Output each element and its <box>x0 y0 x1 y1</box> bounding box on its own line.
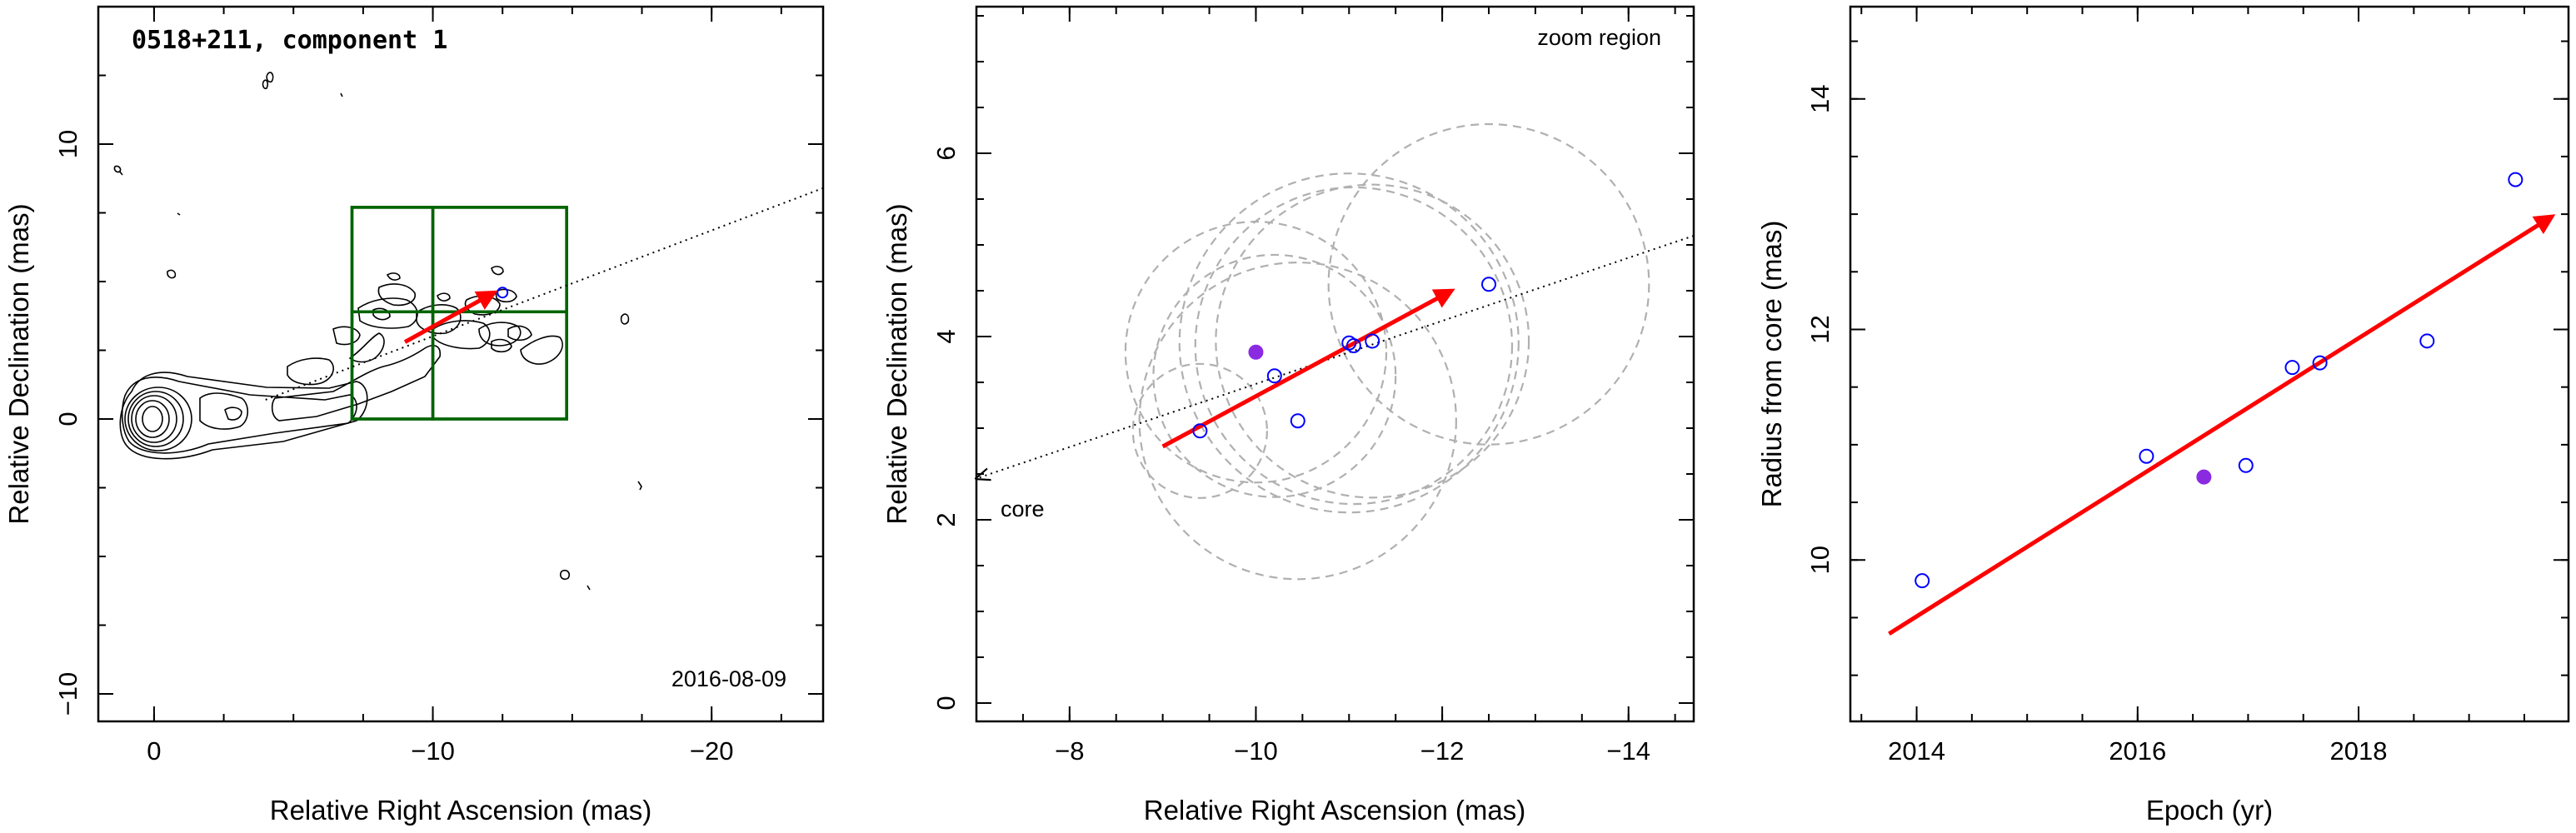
data-point <box>1290 413 1305 429</box>
axes: −8 −10 −12 −14 0 2 4 6 <box>931 7 1694 766</box>
motion-vector-arrow <box>403 290 498 344</box>
uncertainty-circle <box>1178 172 1520 514</box>
y-tick-label: 12 <box>1805 315 1835 343</box>
uncertainty-circle <box>1152 253 1397 498</box>
data-point <box>1915 573 1930 589</box>
x-tick-label: 0 <box>147 736 161 766</box>
panel-zoom-region: −8 −10 −12 −14 0 2 4 6 zoom region core Relativ… <box>881 5 1695 826</box>
x-tick-label: 2014 <box>1888 736 1945 766</box>
y-axis-title: Relative Declination (mas) <box>881 203 912 524</box>
y-tick-label: 10 <box>1805 546 1835 574</box>
plot-frame <box>97 5 825 723</box>
data-point <box>2238 457 2254 473</box>
component-points <box>1915 172 2524 589</box>
panel-radius-vs-epoch: 2014 2016 2018 10 12 14 Epoch (yr) Radius fro… <box>1756 5 2570 826</box>
zoom-box-cell <box>431 206 568 314</box>
panel-jet-map: 0 −10 −20 −10 0 10 0518+211, component 1 2016… <box>3 5 825 826</box>
x-tick-label: 2016 <box>2109 736 2166 766</box>
uncertainty-circle <box>1327 122 1650 446</box>
y-tick-label: −10 <box>53 672 82 716</box>
axes: 2014 2016 2018 10 12 14 <box>1805 7 2569 766</box>
y-tick-label: 6 <box>931 146 961 160</box>
y-tick-label: 10 <box>53 130 82 158</box>
plot-frame <box>975 5 1695 723</box>
data-point <box>2139 448 2154 464</box>
data-point <box>1345 338 1361 353</box>
y-tick-label: 0 <box>53 412 82 426</box>
y-tick-label: 14 <box>1805 84 1835 112</box>
x-tick-label: −10 <box>1234 736 1278 766</box>
uncertainty-circle <box>1138 262 1457 581</box>
data-point <box>2312 355 2328 371</box>
data-point <box>2284 360 2300 376</box>
uncertainty-circle <box>1215 183 1530 499</box>
zoom-box-cell <box>431 310 568 421</box>
jet-direction-line <box>265 187 824 401</box>
x-tick-label: −10 <box>411 736 455 766</box>
zoom-region-label: zoom region <box>1537 25 1661 50</box>
zoom-region-box <box>350 206 568 421</box>
component-points <box>1192 277 1496 439</box>
uncertainty-circles <box>1124 122 1650 581</box>
uncertainty-circle <box>1124 221 1388 484</box>
x-axis-title: Epoch (yr) <box>2146 795 2273 826</box>
x-tick-label: −8 <box>1055 736 1084 766</box>
jet-direction-line <box>976 235 1695 479</box>
y-tick-label: 2 <box>931 512 961 526</box>
data-point-filled <box>1248 344 1264 360</box>
y-axis-title: Relative Declination (mas) <box>3 203 34 524</box>
data-point <box>1365 333 1380 349</box>
data-point <box>1266 368 1282 384</box>
y-axis-title: Radius from core (mas) <box>1756 221 1787 508</box>
core-label: core <box>1001 496 1045 521</box>
x-axis-title: Relative Right Ascension (mas) <box>1144 795 1526 826</box>
uncertainty-circle <box>1131 362 1268 499</box>
zoom-box-cell <box>350 206 435 314</box>
x-tick-label: −20 <box>690 736 734 766</box>
fit-line-arrow <box>1888 214 2556 636</box>
axes: 0 −10 −20 −10 0 10 <box>53 6 823 766</box>
chart-title: 0518+211, component 1 <box>132 26 447 55</box>
data-point <box>1481 277 1496 292</box>
uncertainty-circle <box>1194 186 1514 506</box>
plot-frame <box>1849 5 2570 723</box>
y-tick-label: 0 <box>931 696 961 710</box>
data-point <box>1192 423 1208 439</box>
data-point-filled <box>2196 469 2212 485</box>
jet-contours <box>113 72 642 591</box>
motion-vector-arrow <box>1161 288 1455 449</box>
x-tick-label: −14 <box>1606 736 1650 766</box>
data-point <box>2419 333 2435 349</box>
epoch-date-label: 2016-08-09 <box>671 666 786 691</box>
x-axis-title: Relative Right Ascension (mas) <box>270 795 652 826</box>
x-tick-label: −12 <box>1420 736 1465 766</box>
y-tick-label: 4 <box>931 329 961 343</box>
data-point <box>2508 172 2524 187</box>
x-tick-label: 2018 <box>2330 736 2388 766</box>
